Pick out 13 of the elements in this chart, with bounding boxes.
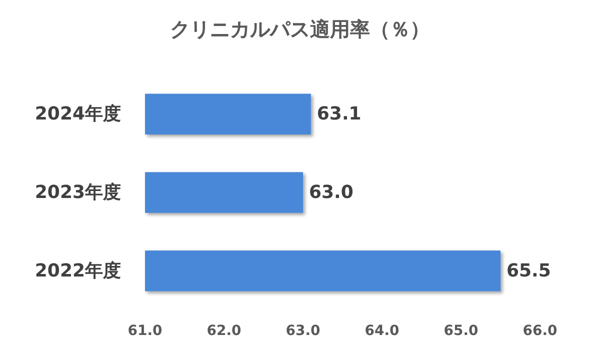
- x-tick-label: 64.0: [364, 323, 400, 339]
- x-tick-label: 66.0: [522, 323, 558, 339]
- data-label: 63.1: [316, 104, 362, 125]
- data-label: 63.0: [309, 182, 354, 203]
- data-label: 65.5: [506, 260, 551, 282]
- x-tick-label: 63.0: [286, 323, 321, 339]
- y-tick-label: 2024年度: [34, 104, 121, 125]
- y-tick-label: 2022年度: [34, 260, 121, 282]
- x-tick-label: 62.0: [206, 323, 242, 339]
- chart-title: クリニカルパス適用率（％）: [170, 17, 430, 41]
- y-tick-label: 2023年度: [34, 182, 121, 203]
- x-tick-label: 65.0: [444, 323, 479, 339]
- x-tick-label: 61.0: [128, 323, 163, 339]
